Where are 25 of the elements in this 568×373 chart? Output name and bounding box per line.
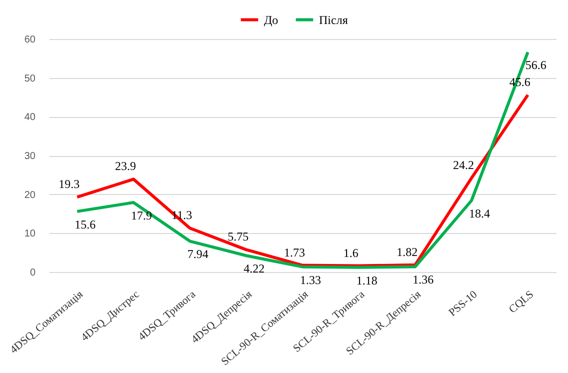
data-label: 18.4 bbox=[469, 206, 490, 221]
data-label: 17.9 bbox=[131, 208, 152, 222]
legend-label: До bbox=[264, 12, 278, 27]
data-label: 1.73 bbox=[284, 245, 305, 260]
y-tick-label: 20 bbox=[24, 190, 36, 201]
data-label: 1.6 bbox=[343, 246, 358, 260]
y-tick-label: 40 bbox=[24, 112, 36, 124]
data-label: 1.18 bbox=[356, 273, 378, 288]
y-tick-label: 30 bbox=[24, 151, 36, 162]
data-label: 24.2 bbox=[453, 158, 474, 172]
data-label: 7.94 bbox=[187, 247, 208, 262]
y-tick-label: 10 bbox=[24, 228, 36, 240]
y-tick-label: 50 bbox=[24, 73, 36, 84]
data-label: 19.3 bbox=[58, 177, 80, 192]
data-label: 56.6 bbox=[525, 58, 546, 72]
data-label: 4.22 bbox=[244, 262, 265, 276]
data-label: 5.75 bbox=[228, 230, 249, 244]
data-label: 1.82 bbox=[396, 244, 418, 259]
y-tick-label: 60 bbox=[24, 34, 36, 46]
data-label: 1.36 bbox=[412, 272, 434, 287]
data-label: 23.9 bbox=[115, 159, 136, 174]
data-label: 15.6 bbox=[74, 217, 96, 232]
data-label: 1.33 bbox=[300, 272, 321, 287]
legend-label: Після bbox=[319, 12, 348, 27]
y-tick-label: 0 bbox=[30, 268, 36, 278]
